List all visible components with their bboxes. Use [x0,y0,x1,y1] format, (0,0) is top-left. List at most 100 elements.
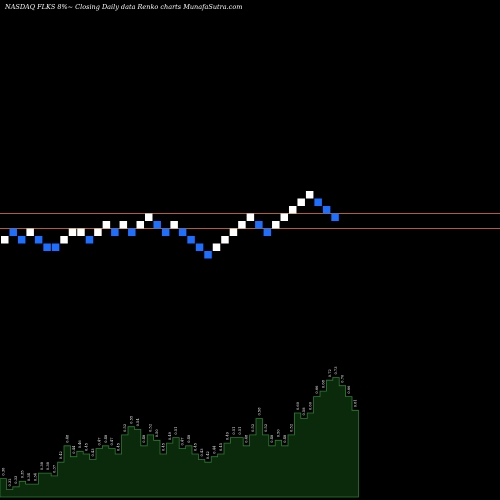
renko-brick-down [128,228,136,236]
renko-brick-down [17,236,26,244]
renko-brick-down [263,228,272,236]
volume-data-label: 0.42 [206,451,210,459]
volume-data-label: 0.46 [78,440,82,449]
volume-data-label: 0.52 [251,424,255,432]
renko-brick-down [111,228,119,236]
renko-brick-down [153,221,161,229]
renko-brick-up [68,228,77,236]
volume-data-label: 0.34 [27,472,31,481]
renko-brick-up [246,213,255,221]
volume-data-label: 0.48 [270,434,274,443]
renko-brick-down [178,228,187,236]
volume-labels: 0.360.32 0.330.35 0.34 0.340.38 0.38 0.370.42… [1,366,357,487]
renko-brick-down [187,236,195,244]
volume-data-label: 0.32 [8,478,12,486]
volume-data-label: 0.58 [257,407,261,416]
renko-brick-down [255,221,263,229]
volume-data-label: 0.47 [110,437,114,446]
renko-brick-up [119,221,128,229]
renko-brick-up [238,221,246,229]
renko-bricks [1,191,339,259]
volume-area [0,377,359,498]
renko-brick-up [297,198,305,206]
volume-data-label: 0.73 [334,366,338,375]
volume-data-label: 0.68 [321,379,325,388]
volume-data-label: 0.43 [200,448,204,457]
volume-data-label: 0.52 [289,424,293,432]
volume-data-label: 0.51 [174,427,178,435]
volume-data-label: 0.47 [97,437,101,446]
volume-data-label: 0.45 [117,442,121,451]
renko-brick-up [305,191,314,199]
volume-data-label: 0.55 [129,415,133,424]
renko-brick-up [212,243,221,251]
renko-brick-up [288,206,297,214]
renko-brick-up [1,236,9,244]
volume-data-label: 0.48 [283,434,287,443]
volume-data-label: 0.48 [245,434,249,443]
volume-data-label: 0.60 [309,401,313,410]
volume-data-label: 0.44 [72,445,76,454]
volume-data-label: 0.58 [302,407,306,416]
renko-brick-down [34,236,43,244]
volume-data-label: 0.48 [65,434,69,443]
volume-data-label: 0.48 [142,434,146,443]
volume-data-label: 0.47 [181,437,185,446]
volume-data-label: 0.60 [296,401,300,410]
volume-data-label: 0.48 [187,434,191,443]
renko-brick-down [43,243,51,251]
volume-data-label: 0.38 [40,461,44,470]
volume-data-label: 0.49 [168,431,172,440]
volume-data-label: 0.66 [347,385,351,394]
renko-brick-up [170,221,178,229]
volume-data-label: 0.70 [341,374,345,383]
renko-brick-down [314,198,322,206]
volume-data-label: 0.51 [232,427,236,435]
volume-data-label: 0.52 [264,424,268,432]
renko-brick-up [94,228,102,236]
renko-brick-down [195,243,204,251]
renko-brick-up [102,221,111,229]
renko-brick-up [136,221,145,229]
renko-brick-down [331,213,339,221]
volume-data-label: 0.45 [219,442,223,451]
renko-brick-down [161,228,170,236]
renko-brick-down [9,228,17,236]
volume-data-label: 0.44 [213,445,217,454]
renko-brick-down [204,251,212,259]
volume-data-label: 0.72 [328,369,332,377]
volume-area-shape [0,377,359,498]
renko-brick-down [51,243,60,251]
volume-data-label: 0.42 [59,451,63,459]
renko-brick-up [60,236,68,244]
volume-data-label: 0.37 [53,464,57,473]
volume-data-label: 0.45 [161,442,165,451]
renko-brick-up [144,213,153,221]
volume-data-label: 0.61 [353,399,357,407]
volume-data-label: 0.52 [149,424,153,432]
renko-brick-up [26,228,34,236]
renko-brick-up [280,213,289,221]
volume-data-label: 0.51 [238,427,242,435]
volume-data-label: 0.66 [315,385,319,394]
volume-data-label: 0.48 [104,434,108,443]
volume-data-label: 0.54 [136,418,140,427]
volume-data-label: 0.50 [155,429,159,438]
volume-data-label: 0.43 [91,448,95,457]
renko-brick-up [272,221,280,229]
volume-data-label: 0.35 [21,470,25,479]
volume-data-label: 0.34 [33,472,37,481]
volume-data-label: 0.52 [123,424,127,432]
volume-data-label: 0.50 [277,429,281,438]
volume-data-label: 0.36 [1,467,5,476]
renko-brick-down [85,236,94,244]
renko-brick-up [221,236,229,244]
chart-title: NASDAQ FLKS 8%~ Closing Daily data Renko… [4,3,242,11]
renko-brick-up [229,228,238,236]
volume-data-label: 0.45 [193,442,197,451]
volume-data-label: 0.33 [14,475,18,484]
volume-data-label: 0.38 [46,461,50,470]
